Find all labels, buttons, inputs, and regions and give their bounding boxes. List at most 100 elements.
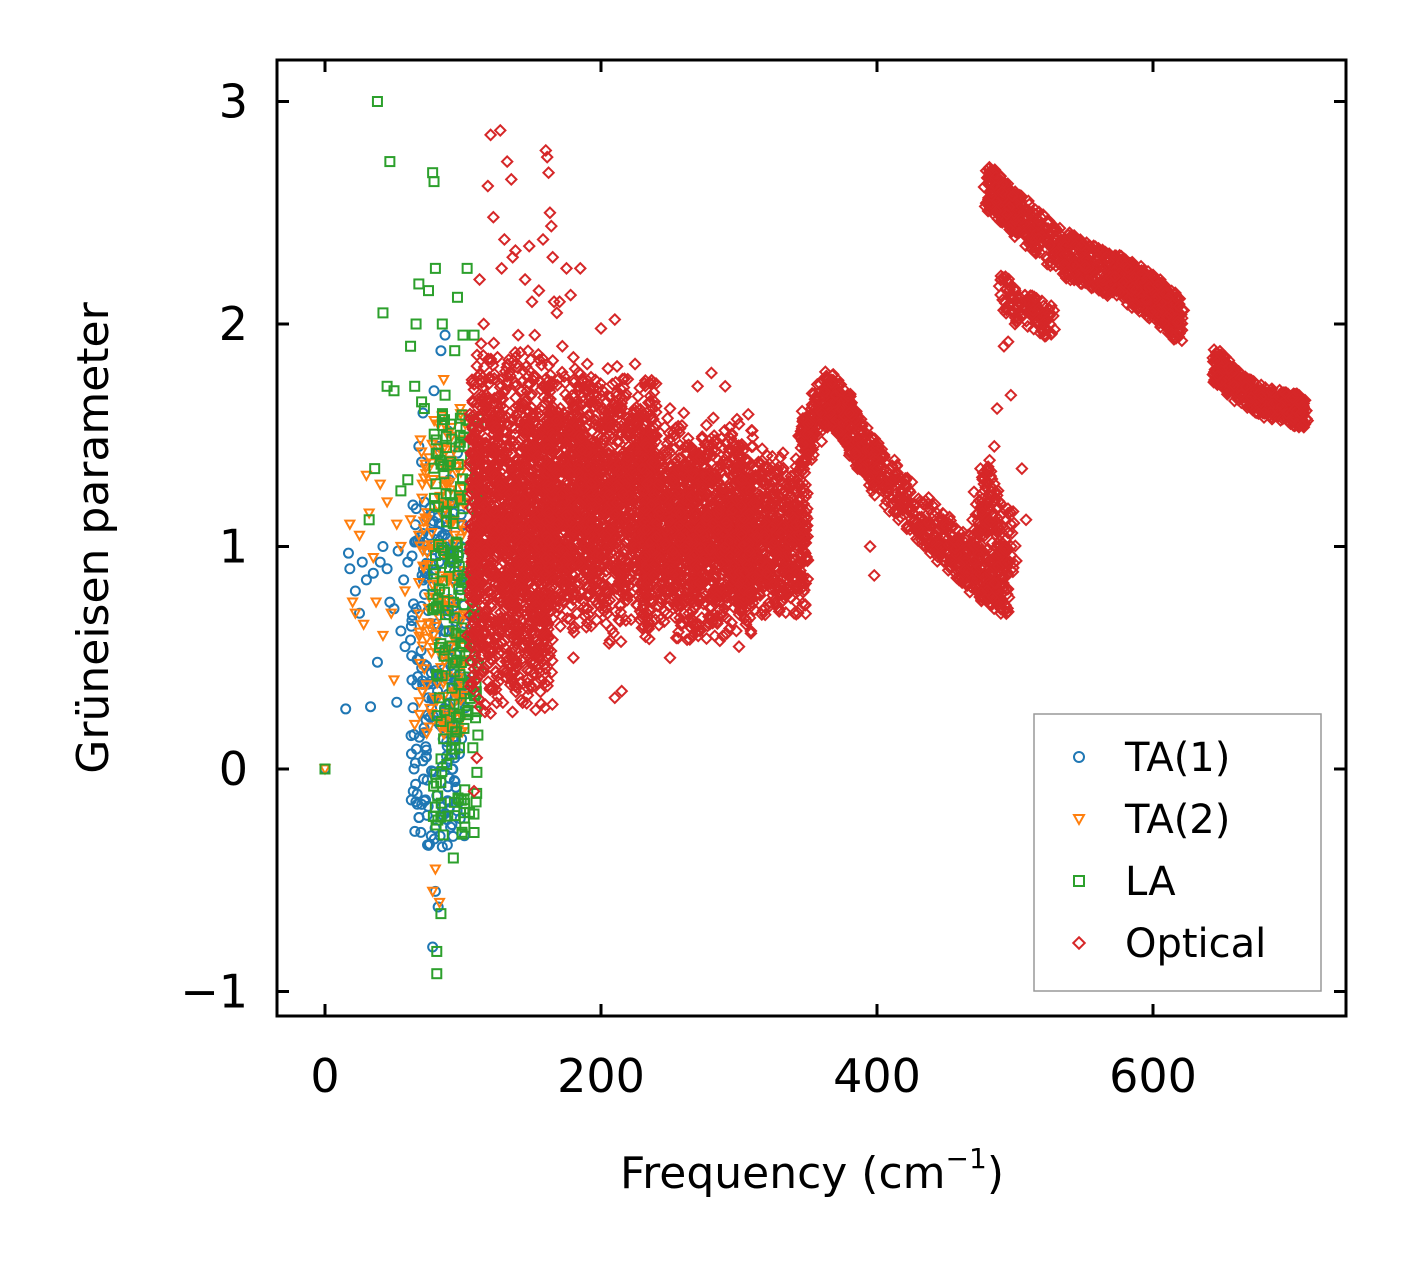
- data-point: [522, 646, 536, 661]
- data-point: [374, 556, 386, 568]
- data-point: [422, 626, 435, 638]
- data-point: [520, 696, 534, 710]
- data-point: [599, 584, 613, 598]
- data-point: [500, 595, 514, 609]
- data-point: [473, 435, 487, 449]
- data-point: [409, 825, 421, 837]
- data-point: [627, 519, 641, 533]
- data-point: [448, 612, 460, 624]
- data-point: [671, 631, 685, 645]
- data-point: [579, 444, 593, 458]
- data-point: [423, 839, 435, 851]
- data-point: [613, 614, 627, 628]
- data-point: [471, 523, 485, 537]
- data-point: [492, 577, 506, 591]
- data-point: [481, 395, 495, 409]
- data-point: [585, 424, 599, 438]
- data-point: [618, 390, 633, 404]
- data-point: [615, 407, 629, 421]
- data-point: [415, 493, 429, 505]
- data-point: [587, 388, 601, 402]
- data-point: [531, 537, 545, 551]
- data-point: [549, 590, 563, 604]
- data-point: [567, 625, 581, 639]
- data-point: [545, 488, 559, 502]
- data-point: [384, 156, 396, 168]
- data-point: [542, 505, 556, 519]
- data-point: [439, 389, 451, 401]
- data-point: [416, 641, 429, 653]
- data-point: [491, 389, 505, 403]
- data-point: [418, 403, 430, 415]
- data-point: [599, 564, 613, 578]
- data-point: [507, 543, 521, 557]
- data-point: [468, 468, 483, 482]
- data-point: [521, 617, 535, 631]
- data-point: [452, 547, 464, 559]
- data-point: [579, 589, 593, 603]
- data-point: [430, 601, 442, 613]
- data-point: [319, 763, 331, 775]
- data-point: [545, 654, 559, 668]
- data-point: [353, 530, 366, 542]
- data-point: [607, 468, 621, 482]
- data-point: [607, 582, 621, 596]
- data-point: [445, 456, 457, 468]
- data-point: [648, 613, 662, 627]
- data-point: [644, 407, 658, 422]
- data-point: [435, 716, 447, 728]
- data-point: [363, 514, 375, 526]
- data-point: [533, 685, 547, 699]
- data-point: [587, 563, 601, 577]
- data-point: [356, 556, 368, 568]
- data-point: [493, 465, 508, 479]
- data-point: [480, 446, 494, 460]
- data-point: [470, 712, 482, 724]
- data-point: [445, 418, 457, 430]
- data-point: [449, 345, 461, 357]
- data-point: [507, 558, 521, 572]
- data-point: [649, 377, 663, 391]
- data-point: [554, 500, 569, 514]
- data-point: [408, 719, 421, 732]
- data-point: [416, 798, 428, 810]
- data-point: [505, 594, 519, 608]
- data-point: [395, 625, 407, 637]
- data-point: [428, 428, 440, 440]
- data-point: [501, 568, 515, 582]
- data-point: [498, 612, 512, 626]
- data-point: [614, 635, 628, 649]
- data-point: [553, 570, 567, 585]
- data-point: [669, 631, 683, 645]
- data-point: [440, 574, 453, 586]
- data-point: [428, 602, 440, 614]
- data-point: [442, 810, 454, 822]
- data-point: [435, 753, 447, 765]
- data-point: [449, 657, 461, 669]
- data-point: [436, 542, 448, 554]
- data-point: [559, 582, 573, 596]
- data-point: [398, 574, 410, 586]
- data-point: [624, 518, 638, 532]
- data-point: [620, 449, 635, 464]
- data-point: [512, 509, 526, 523]
- data-point: [513, 473, 528, 487]
- data-point: [589, 438, 604, 452]
- data-point: [553, 600, 567, 614]
- data-point: [470, 422, 485, 436]
- data-point: [597, 604, 611, 618]
- data-point: [495, 372, 509, 386]
- data-point: [550, 558, 565, 572]
- data-point: [623, 499, 638, 513]
- data-point: [405, 340, 417, 352]
- data-point: [467, 662, 481, 676]
- data-point: [491, 435, 505, 449]
- data-point: [430, 550, 442, 562]
- data-point: [380, 497, 394, 509]
- data-point: [575, 430, 589, 444]
- data-point: [592, 450, 606, 464]
- data-point: [629, 547, 643, 562]
- data-point: [467, 408, 481, 422]
- data-point: [626, 405, 641, 419]
- data-point: [516, 474, 531, 488]
